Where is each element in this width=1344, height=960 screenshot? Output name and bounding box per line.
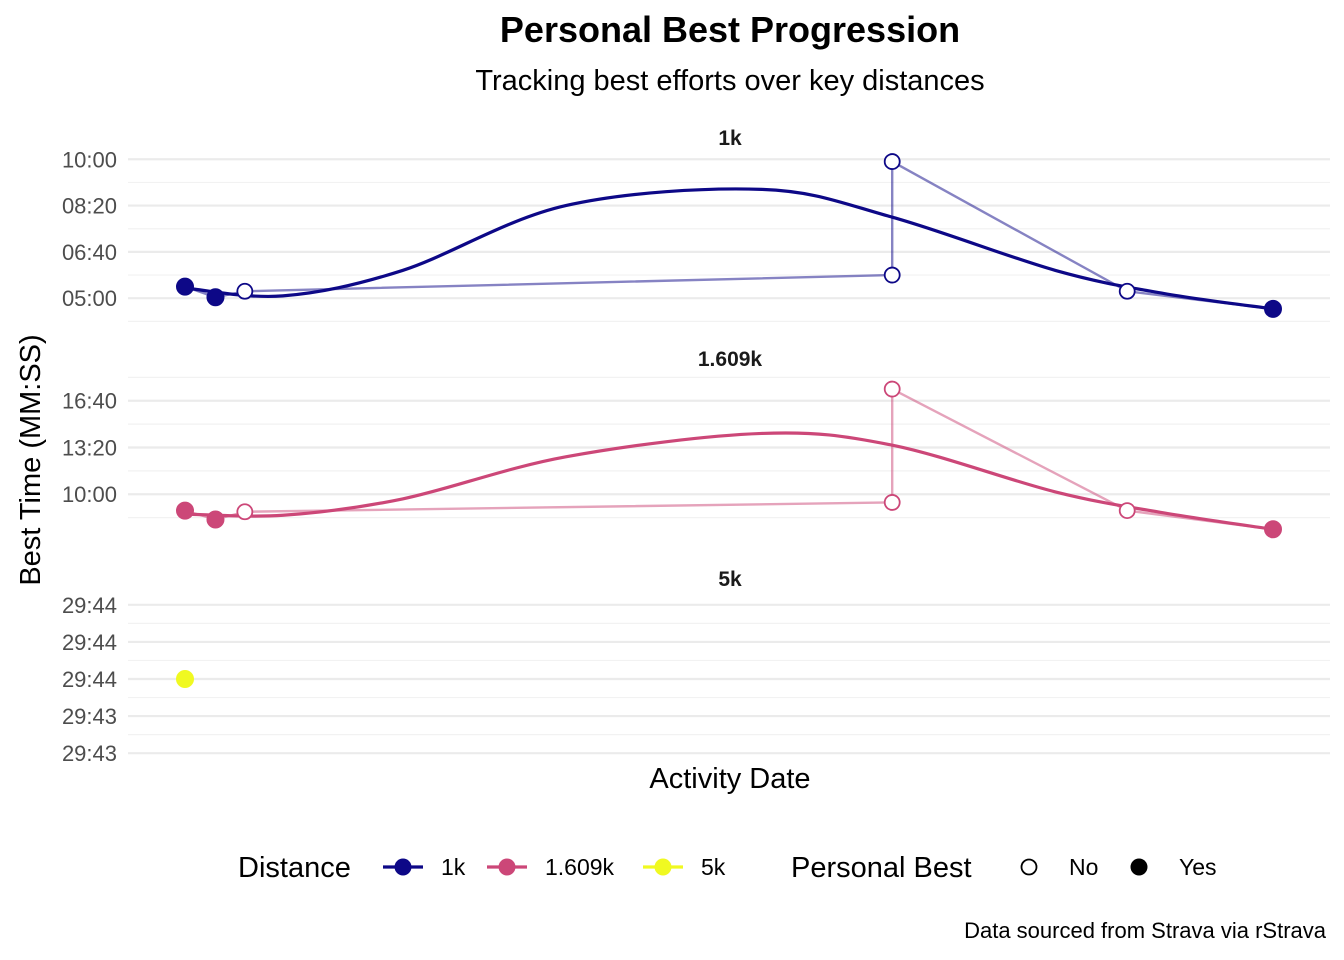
- y-tick-label: 29:43: [62, 704, 117, 729]
- y-tick-label: 05:00: [62, 286, 117, 311]
- legend-key-5k: 5k: [643, 854, 726, 880]
- legend-key-pb-yes: Yes: [1130, 854, 1217, 880]
- facet-strip-label: 5k: [718, 568, 742, 591]
- legend-key-1.609k: 1.609k: [487, 854, 615, 880]
- y-axis-title: Best Time (MM:SS): [15, 334, 47, 585]
- facet-strip-label: 1k: [718, 127, 742, 150]
- facet-panel-2: 5k 29:43 29:43 29:44 29:44 29:44: [62, 568, 1330, 766]
- facet-panels: 1k 05:00 06:40 08:20 10:00 1.609k 10:00 13:20 16…: [62, 127, 1330, 766]
- data-point-pb: [1264, 520, 1282, 539]
- data-point-non-pb: [236, 503, 254, 521]
- chart-caption: Data sourced from Strava via rStrava: [964, 918, 1327, 943]
- y-tick-label: 10:00: [62, 482, 117, 507]
- legend-label: Yes: [1179, 854, 1217, 880]
- legend-key-point: [1020, 858, 1038, 876]
- trend-curve-1.609k: [184, 431, 1274, 531]
- data-point-non-pb: [1118, 502, 1136, 519]
- y-tick-label: 29:43: [62, 741, 117, 766]
- facet-strip-label: 1.609k: [698, 348, 763, 371]
- y-tick-label: 29:44: [62, 667, 117, 692]
- data-point-non-pb: [883, 153, 901, 170]
- data-point-pb: [206, 510, 225, 529]
- data-point-pb: [206, 288, 225, 307]
- chart-title: Personal Best Progression: [500, 9, 960, 50]
- y-tick-label: 06:40: [62, 240, 117, 265]
- legend-title-distance: Distance: [238, 852, 351, 884]
- y-tick-label: 29:44: [62, 593, 117, 618]
- legend: Distance 1k 1.609k 5k Personal Best No Yes: [238, 852, 1217, 884]
- data-point-pb: [176, 501, 194, 520]
- y-tick-label: 08:20: [62, 194, 117, 219]
- legend-key-point: [654, 858, 672, 876]
- data-point-non-pb: [1118, 282, 1136, 300]
- data-point-non-pb: [883, 266, 901, 284]
- trend-curve-1k: [184, 187, 1274, 311]
- data-point-pb: [1264, 299, 1282, 318]
- y-tick-label: 10:00: [62, 147, 117, 172]
- legend-key-point: [394, 858, 412, 876]
- legend-label: 1k: [441, 854, 466, 880]
- legend-key-pb-no: No: [1020, 854, 1098, 880]
- data-point-pb: [176, 277, 194, 296]
- legend-label: 1.609k: [545, 854, 615, 880]
- y-tick-label: 16:40: [62, 389, 117, 414]
- data-point-non-pb: [883, 494, 901, 511]
- x-axis-title: Activity Date: [649, 763, 810, 795]
- legend-key-point: [498, 858, 516, 876]
- data-point-non-pb: [883, 380, 901, 398]
- y-tick-label: 29:44: [62, 630, 117, 655]
- legend-key-point: [1130, 858, 1148, 876]
- data-point-non-pb: [236, 282, 254, 300]
- legend-title-personal-best: Personal Best: [791, 852, 972, 884]
- data-point-pb: [176, 670, 194, 688]
- facet-panel-1: 1.609k 10:00 13:20 16:40: [62, 348, 1330, 539]
- facet-panel-0: 1k 05:00 06:40 08:20 10:00: [62, 127, 1330, 322]
- chart-subtitle: Tracking best efforts over key distances: [475, 65, 984, 97]
- legend-key-1k: 1k: [383, 854, 466, 880]
- legend-label: No: [1069, 854, 1098, 880]
- legend-label: 5k: [701, 854, 726, 880]
- y-tick-label: 13:20: [62, 435, 117, 460]
